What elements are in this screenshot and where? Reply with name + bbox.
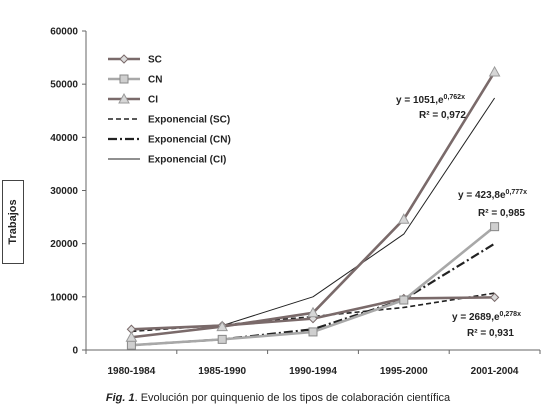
- figure-caption: Fig. 1. Evolución por quinquenio de los …: [0, 392, 556, 404]
- y-axis-label-box: Trabajos: [2, 180, 24, 264]
- legend: SC CN CI Exponencial (SC) Exponencial (CN) Ex…: [108, 54, 231, 166]
- legend-label-exponencial-sc: Exponencial (SC): [148, 115, 230, 126]
- data-point-ci: [125, 331, 138, 342]
- data-point-cn: [490, 222, 500, 232]
- annotation-cn-r2: R² = 0,985: [478, 208, 525, 219]
- annotation-sc-r2: R² = 0,931: [467, 328, 514, 339]
- data-point-ci: [397, 213, 410, 224]
- x-tick-label: 1990-1994: [289, 366, 337, 377]
- y-tick-label: 0: [72, 346, 78, 357]
- data-point-cn: [399, 295, 409, 305]
- y-tick-label: 30000: [50, 186, 78, 197]
- annotation-ci-equation: y = 1051,e0,762x: [396, 94, 465, 106]
- legend-label-ci: CI: [148, 95, 158, 106]
- caption-text: . Evolución por quinquenio de los tipos …: [134, 392, 451, 404]
- chart-svg: 0 10000 20000 30000 40000 50000 60000 1980-1984…: [50, 27, 541, 378]
- x-tick-label: 2001-2004: [471, 366, 519, 377]
- legend-label-exponencial-cn: Exponencial (CN): [148, 135, 231, 146]
- legend-marker-sc: [119, 54, 129, 64]
- tick-labels: 0 10000 20000 30000 40000 50000 60000 1980-1984…: [50, 27, 519, 378]
- legend-label-exponencial-ci: Exponencial (CI): [148, 155, 226, 166]
- data-point-cn: [217, 334, 227, 344]
- annotation-sc-equation: y = 2689,e0,278x: [452, 311, 521, 323]
- annotation-ci-r2: R² = 0,972: [419, 110, 466, 121]
- data-point-ci: [307, 306, 319, 318]
- y-tick-label: 40000: [50, 133, 78, 144]
- y-tick-label: 20000: [50, 239, 78, 250]
- data-point-ci: [488, 65, 501, 77]
- caption-label: Fig. 1: [105, 392, 135, 404]
- data-point-sc: [489, 292, 500, 303]
- x-tick-label: 1995-2000: [380, 366, 428, 377]
- legend-marker-cn: [119, 74, 129, 84]
- legend-marker-ci: [118, 92, 130, 104]
- y-tick-label: 50000: [50, 80, 78, 91]
- annotation-cn-equation: y = 423,8e0,777x: [458, 189, 527, 201]
- legend-label-cn: CN: [148, 75, 162, 86]
- series-markers: [125, 65, 501, 350]
- data-point-ci: [216, 320, 229, 332]
- data-point-cn: [126, 340, 136, 350]
- data-point-cn: [308, 327, 318, 337]
- chart-axes: [82, 30, 541, 354]
- legend-label-sc: SC: [148, 55, 162, 66]
- x-tick-label: 1985-1990: [198, 366, 246, 377]
- y-axis-label: Trabajos: [7, 199, 19, 245]
- y-tick-label: 10000: [50, 292, 78, 303]
- y-tick-label: 60000: [50, 27, 78, 38]
- x-tick-label: 1980-1984: [107, 366, 155, 377]
